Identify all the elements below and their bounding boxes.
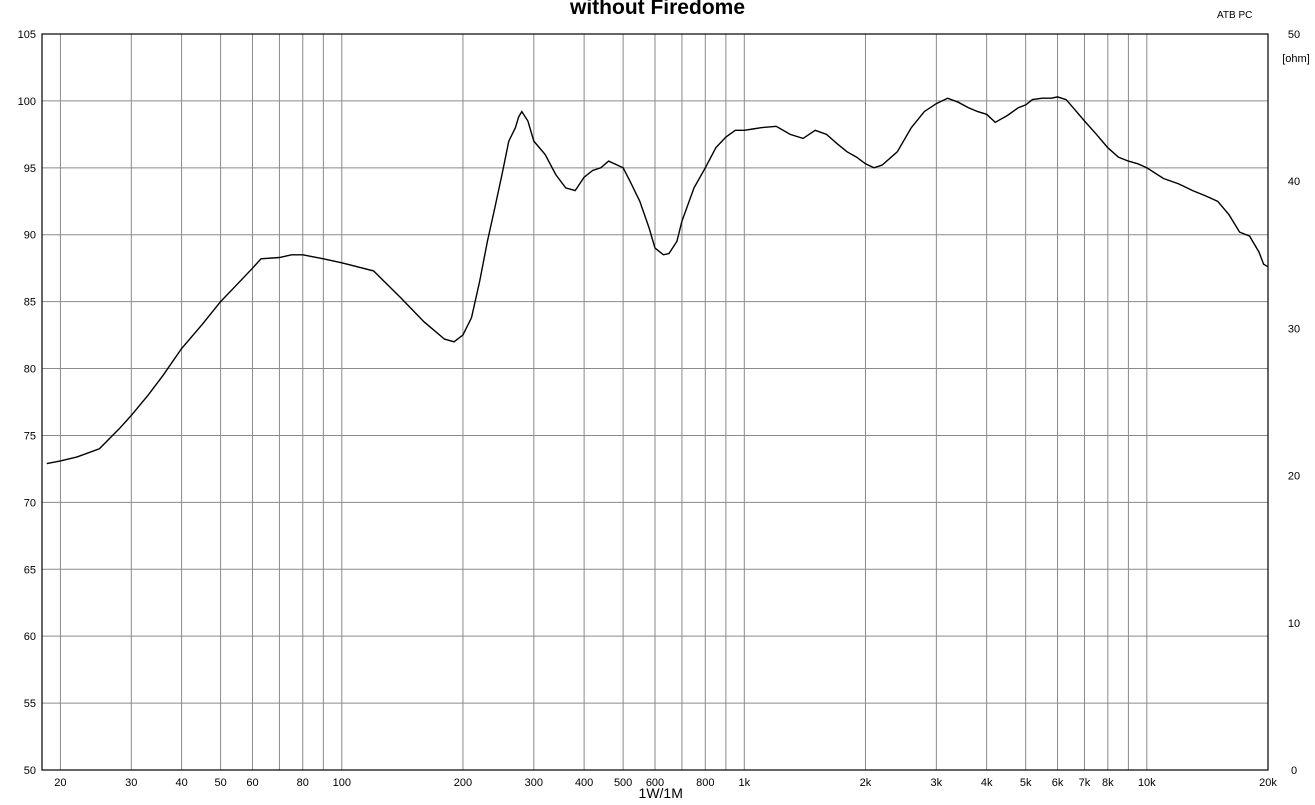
x-axis-label: 1W/1M bbox=[639, 785, 683, 801]
x-tick-label: 7k bbox=[1079, 777, 1091, 789]
x-tick-label: 600 bbox=[646, 777, 664, 789]
y-tick-label: 65 bbox=[24, 564, 36, 576]
x-tick-label: 300 bbox=[525, 777, 543, 789]
plot-frame bbox=[41, 33, 1269, 771]
x-tick-label: 800 bbox=[696, 777, 714, 789]
x-tick-label: 80 bbox=[297, 777, 309, 789]
x-tick-label: 5k bbox=[1020, 777, 1032, 789]
x-tick-label: 30 bbox=[125, 777, 137, 789]
y-tick-label: 75 bbox=[24, 430, 36, 442]
x-tick-label: 3k bbox=[931, 777, 943, 789]
y2-tick-label: 50 bbox=[1288, 29, 1300, 41]
x-tick-label: 500 bbox=[614, 777, 632, 789]
y-tick-label: 85 bbox=[24, 297, 36, 309]
y-tick-label: 50 bbox=[24, 765, 36, 777]
y-tick-label: 60 bbox=[24, 631, 36, 643]
x-tick-label: 20 bbox=[54, 777, 66, 789]
y-tick-label: 105 bbox=[18, 29, 36, 41]
y2-tick-label: 30 bbox=[1288, 323, 1300, 335]
response-curve bbox=[46, 96, 1269, 465]
y2-unit-label: [ohm] bbox=[1282, 53, 1310, 65]
corner-label: ATB PC bbox=[1217, 10, 1253, 21]
x-tick-label: 60 bbox=[246, 777, 258, 789]
y2-tick-label: 20 bbox=[1288, 471, 1300, 483]
y2-tick-label: 40 bbox=[1288, 176, 1300, 188]
x-tick-label: 40 bbox=[175, 777, 187, 789]
y-tick-label: 80 bbox=[24, 364, 36, 376]
chart-title: without Firedome bbox=[570, 0, 745, 19]
y-tick-label: 90 bbox=[24, 230, 36, 242]
x-tick-label: 10k bbox=[1138, 777, 1156, 789]
x-tick-label: 50 bbox=[214, 777, 226, 789]
x-tick-label: 1k bbox=[738, 777, 750, 789]
x-tick-label: 100 bbox=[333, 777, 351, 789]
x-tick-label: 4k bbox=[981, 777, 993, 789]
tick-labels: 1051009590858075706560555050403020100[oh… bbox=[18, 29, 1310, 789]
x-tick-label: 8k bbox=[1102, 777, 1114, 789]
x-tick-label: 200 bbox=[454, 777, 472, 789]
x-tick-label: 2k bbox=[860, 777, 872, 789]
x-tick-label: 6k bbox=[1052, 777, 1064, 789]
y2-tick-label: 0 bbox=[1291, 765, 1297, 777]
y-tick-label: 55 bbox=[24, 698, 36, 710]
y-tick-label: 95 bbox=[24, 163, 36, 175]
grid bbox=[42, 34, 1268, 770]
x-tick-label: 400 bbox=[575, 777, 593, 789]
y2-tick-label: 10 bbox=[1288, 618, 1300, 630]
x-tick-label: 20k bbox=[1259, 777, 1277, 789]
y-tick-label: 100 bbox=[18, 96, 36, 108]
y-tick-label: 70 bbox=[24, 497, 36, 509]
